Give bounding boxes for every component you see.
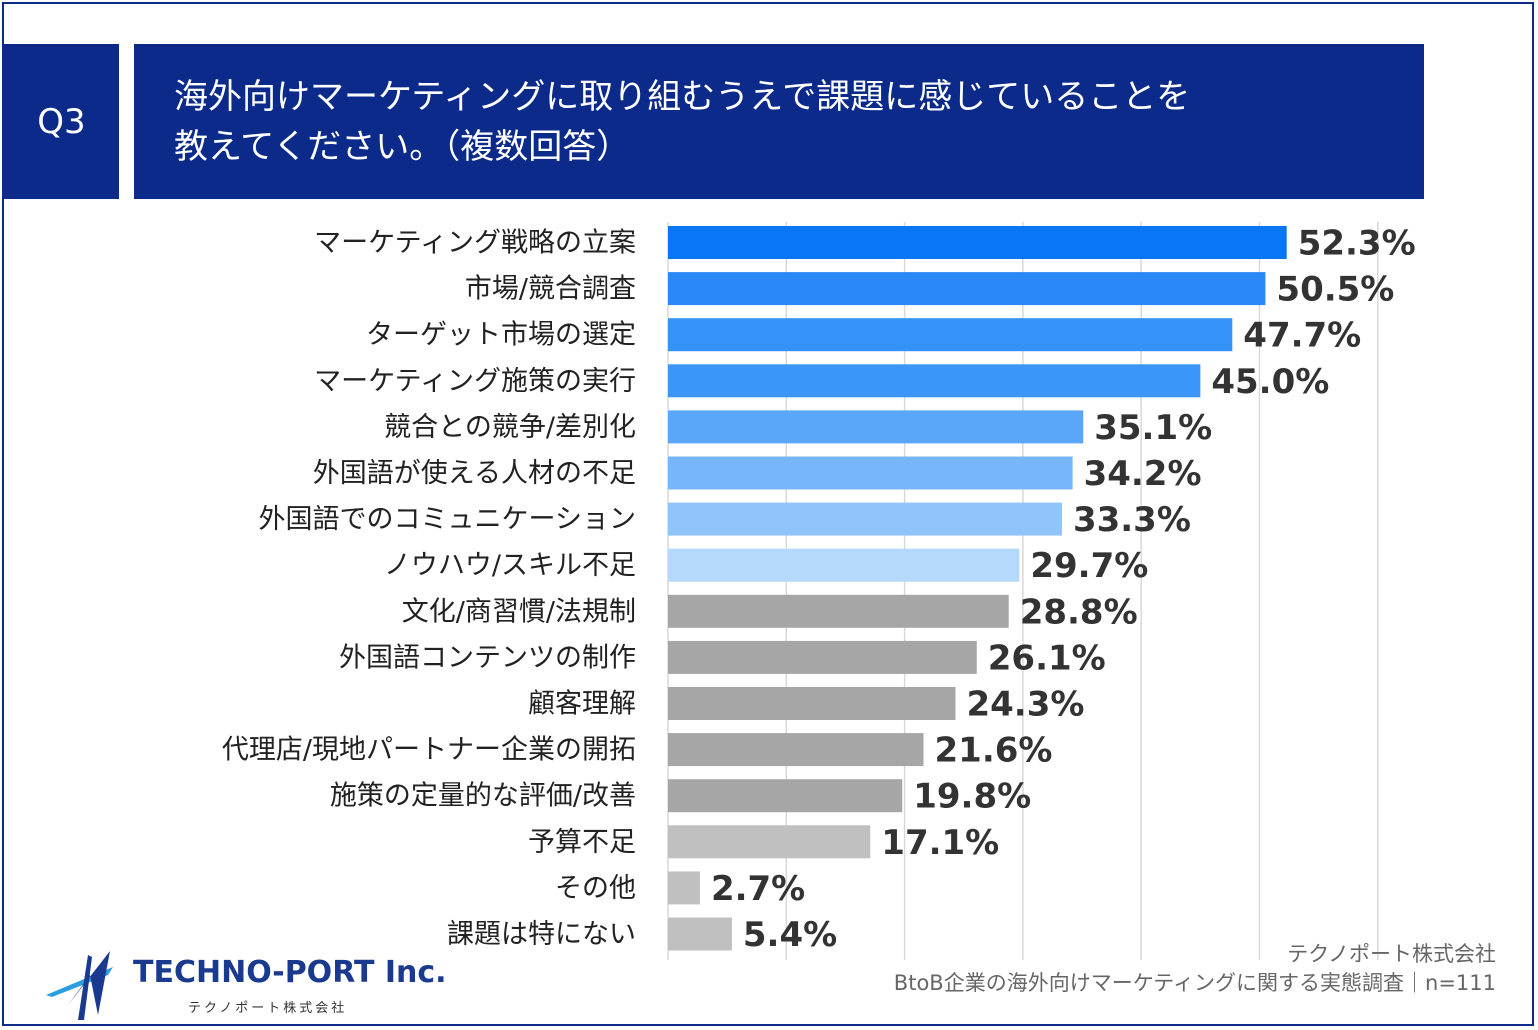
logo-mark-icon (46, 951, 113, 1020)
source-credit: テクノポート株式会社 BtoB企業の海外向けマーケティングに関する実態調査｜n=… (894, 940, 1496, 998)
bar (668, 687, 956, 720)
chart-title-line2: 教えてください。（複数回答） (174, 127, 631, 167)
category-label: マーケティング施策の実行 (314, 366, 636, 397)
category-label: 外国語でのコミュニケーション (259, 504, 636, 535)
category-label: ノウハウ/スキル不足 (384, 550, 636, 581)
value-label: 47.7% (1243, 316, 1361, 356)
bar (668, 594, 1009, 628)
category-label: マーケティング戦略の立案 (314, 228, 636, 259)
bar (668, 733, 924, 767)
category-label: 顧客理解 (528, 689, 636, 720)
value-label: 50.5% (1276, 270, 1394, 310)
category-label: 外国語コンテンツの制作 (339, 642, 636, 673)
bar (668, 779, 903, 813)
value-label: 52.3% (1298, 224, 1416, 264)
value-label: 24.3% (966, 685, 1084, 725)
bar (668, 917, 732, 951)
bar (668, 640, 977, 674)
value-label: 33.3% (1073, 500, 1191, 540)
value-label: 17.1% (881, 823, 999, 863)
value-label: 29.7% (1030, 546, 1148, 586)
category-label: 課題は特にない (447, 919, 636, 950)
bar (668, 502, 1062, 536)
value-label: 34.2% (1084, 454, 1202, 494)
bar (668, 548, 1020, 582)
value-label: 26.1% (988, 638, 1106, 678)
value-label: 21.6% (935, 731, 1053, 771)
value-label: 2.7% (711, 869, 805, 909)
category-label: 代理店/現地パートナー企業の開拓 (222, 735, 636, 766)
bar (668, 825, 871, 859)
credit-survey: BtoB企業の海外向けマーケティングに関する実態調査｜n=111 (893, 971, 1496, 995)
company-logo: TECHNO-PORT Inc. テクノポート株式会社 (38, 945, 447, 1020)
chart-title: 海外向けマーケティングに取り組むうえで課題に感じていることを 教えてください。（… (134, 44, 1424, 199)
logo-name: TECHNO-PORT Inc. (133, 955, 447, 990)
value-label: 45.0% (1211, 362, 1329, 402)
category-label: 施策の定量的な評価/改善 (330, 781, 636, 812)
category-label: 競合との競争/差別化 (384, 412, 636, 443)
category-label: 予算不足 (528, 827, 636, 858)
category-label: 文化/商習慣/法規制 (402, 596, 636, 627)
bar (668, 364, 1201, 398)
credit-company: テクノポート株式会社 (1287, 942, 1496, 966)
category-label: ターゲット市場の選定 (366, 320, 636, 351)
bar (668, 410, 1084, 444)
bar (668, 318, 1233, 352)
bar (668, 272, 1266, 306)
category-label: その他 (555, 873, 636, 904)
logo-subtitle: テクノポート株式会社 (188, 1001, 348, 1016)
value-label: 28.8% (1020, 592, 1138, 632)
category-label: 市場/競合調査 (465, 274, 636, 305)
value-label: 35.1% (1094, 408, 1212, 448)
bar (668, 226, 1287, 259)
chart-title-line1: 海外向けマーケティングに取り組むうえで課題に感じていることを (174, 77, 1191, 117)
value-label: 19.8% (913, 777, 1031, 817)
bar (668, 871, 700, 905)
value-label: 5.4% (743, 915, 837, 955)
category-label: 外国語が使える人材の不足 (313, 458, 636, 489)
question-label: Q3 (4, 44, 119, 199)
bar (668, 456, 1073, 490)
